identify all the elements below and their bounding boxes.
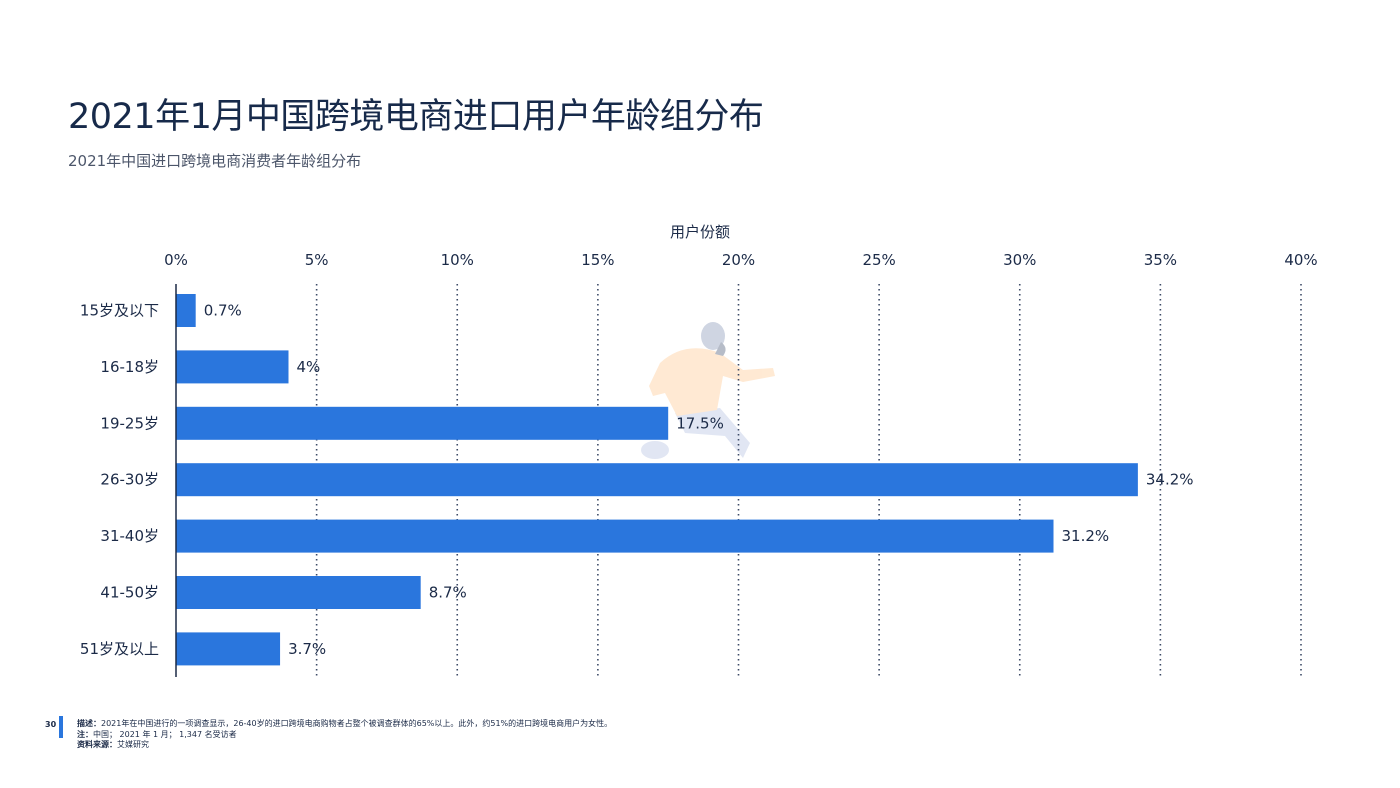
page-title: 2021年1月中国跨境电商进口用户年龄组分布 [68,97,764,137]
bar [176,576,421,609]
category-label: 19-25岁 [100,414,159,432]
data-label: 34.2% [1146,471,1194,489]
x-tick-label: 15% [581,251,614,269]
note-label: 注： [77,729,93,739]
x-tick-label: 25% [862,251,895,269]
footer-source-line: 资料来源：艾媒研究 [77,740,612,751]
category-label: 31-40岁 [100,527,159,545]
bar [176,632,281,666]
source-label: 资料来源： [77,740,117,749]
footer-note-line: 注：中国； 2021 年 1 月； 1,347 名受访者 [77,730,612,741]
data-label: 17.5% [676,414,724,432]
x-tick-label: 40% [1284,251,1317,269]
x-tick-label: 35% [1144,251,1177,269]
x-tick-label: 20% [722,251,755,269]
footer-description-line: 描述：2021年在中国进行的一项调查显示，26-40岁的进口跨境电商购物者占整个… [77,719,612,730]
x-tick-label: 30% [1003,251,1036,269]
description-label: 描述： [77,719,101,728]
page-number: 30 [45,720,57,729]
bar [176,519,1054,553]
x-tick-label: 10% [441,251,474,269]
data-label: 3.7% [288,640,326,658]
bar-chart: 0% 5% 10% 15% 20% 25% 30% 35% 40% 15岁及以下 16-18岁 19… [80,251,1318,677]
category-label: 26-30岁 [100,471,159,489]
footer: 30 描述：2021年在中国进行的一项调查显示，26-40岁的进口跨境电商购物者… [0,716,1400,766]
data-label: 0.7% [204,302,242,320]
x-tick-label: 0% [164,251,188,269]
runner-illustration [641,322,775,459]
note-text: 中国； 2021 年 1 月； 1,347 名受访者 [93,729,237,739]
category-label: 15岁及以下 [80,302,159,320]
bar [176,350,289,384]
category-label: 41-50岁 [100,584,159,602]
bar [176,406,669,440]
category-label: 16-18岁 [100,358,159,376]
page-subtitle: 2021年中国进口跨境电商消费者年龄组分布 [68,152,362,170]
data-label: 8.7% [429,584,467,602]
description-text: 2021年在中国进行的一项调查显示，26-40岁的进口跨境电商购物者占整个被调查… [101,719,613,728]
bar [176,463,1138,497]
page-accent-bar [59,716,63,738]
footer-notes: 描述：2021年在中国进行的一项调查显示，26-40岁的进口跨境电商购物者占整个… [77,719,612,751]
data-label: 4% [297,358,321,376]
source-text: 艾媒研究 [117,740,149,749]
x-axis-title: 用户份额 [669,223,731,241]
data-label: 31.2% [1062,527,1110,545]
category-label: 51岁及以上 [80,640,159,658]
bar [176,294,196,327]
x-tick-label: 5% [305,251,329,269]
